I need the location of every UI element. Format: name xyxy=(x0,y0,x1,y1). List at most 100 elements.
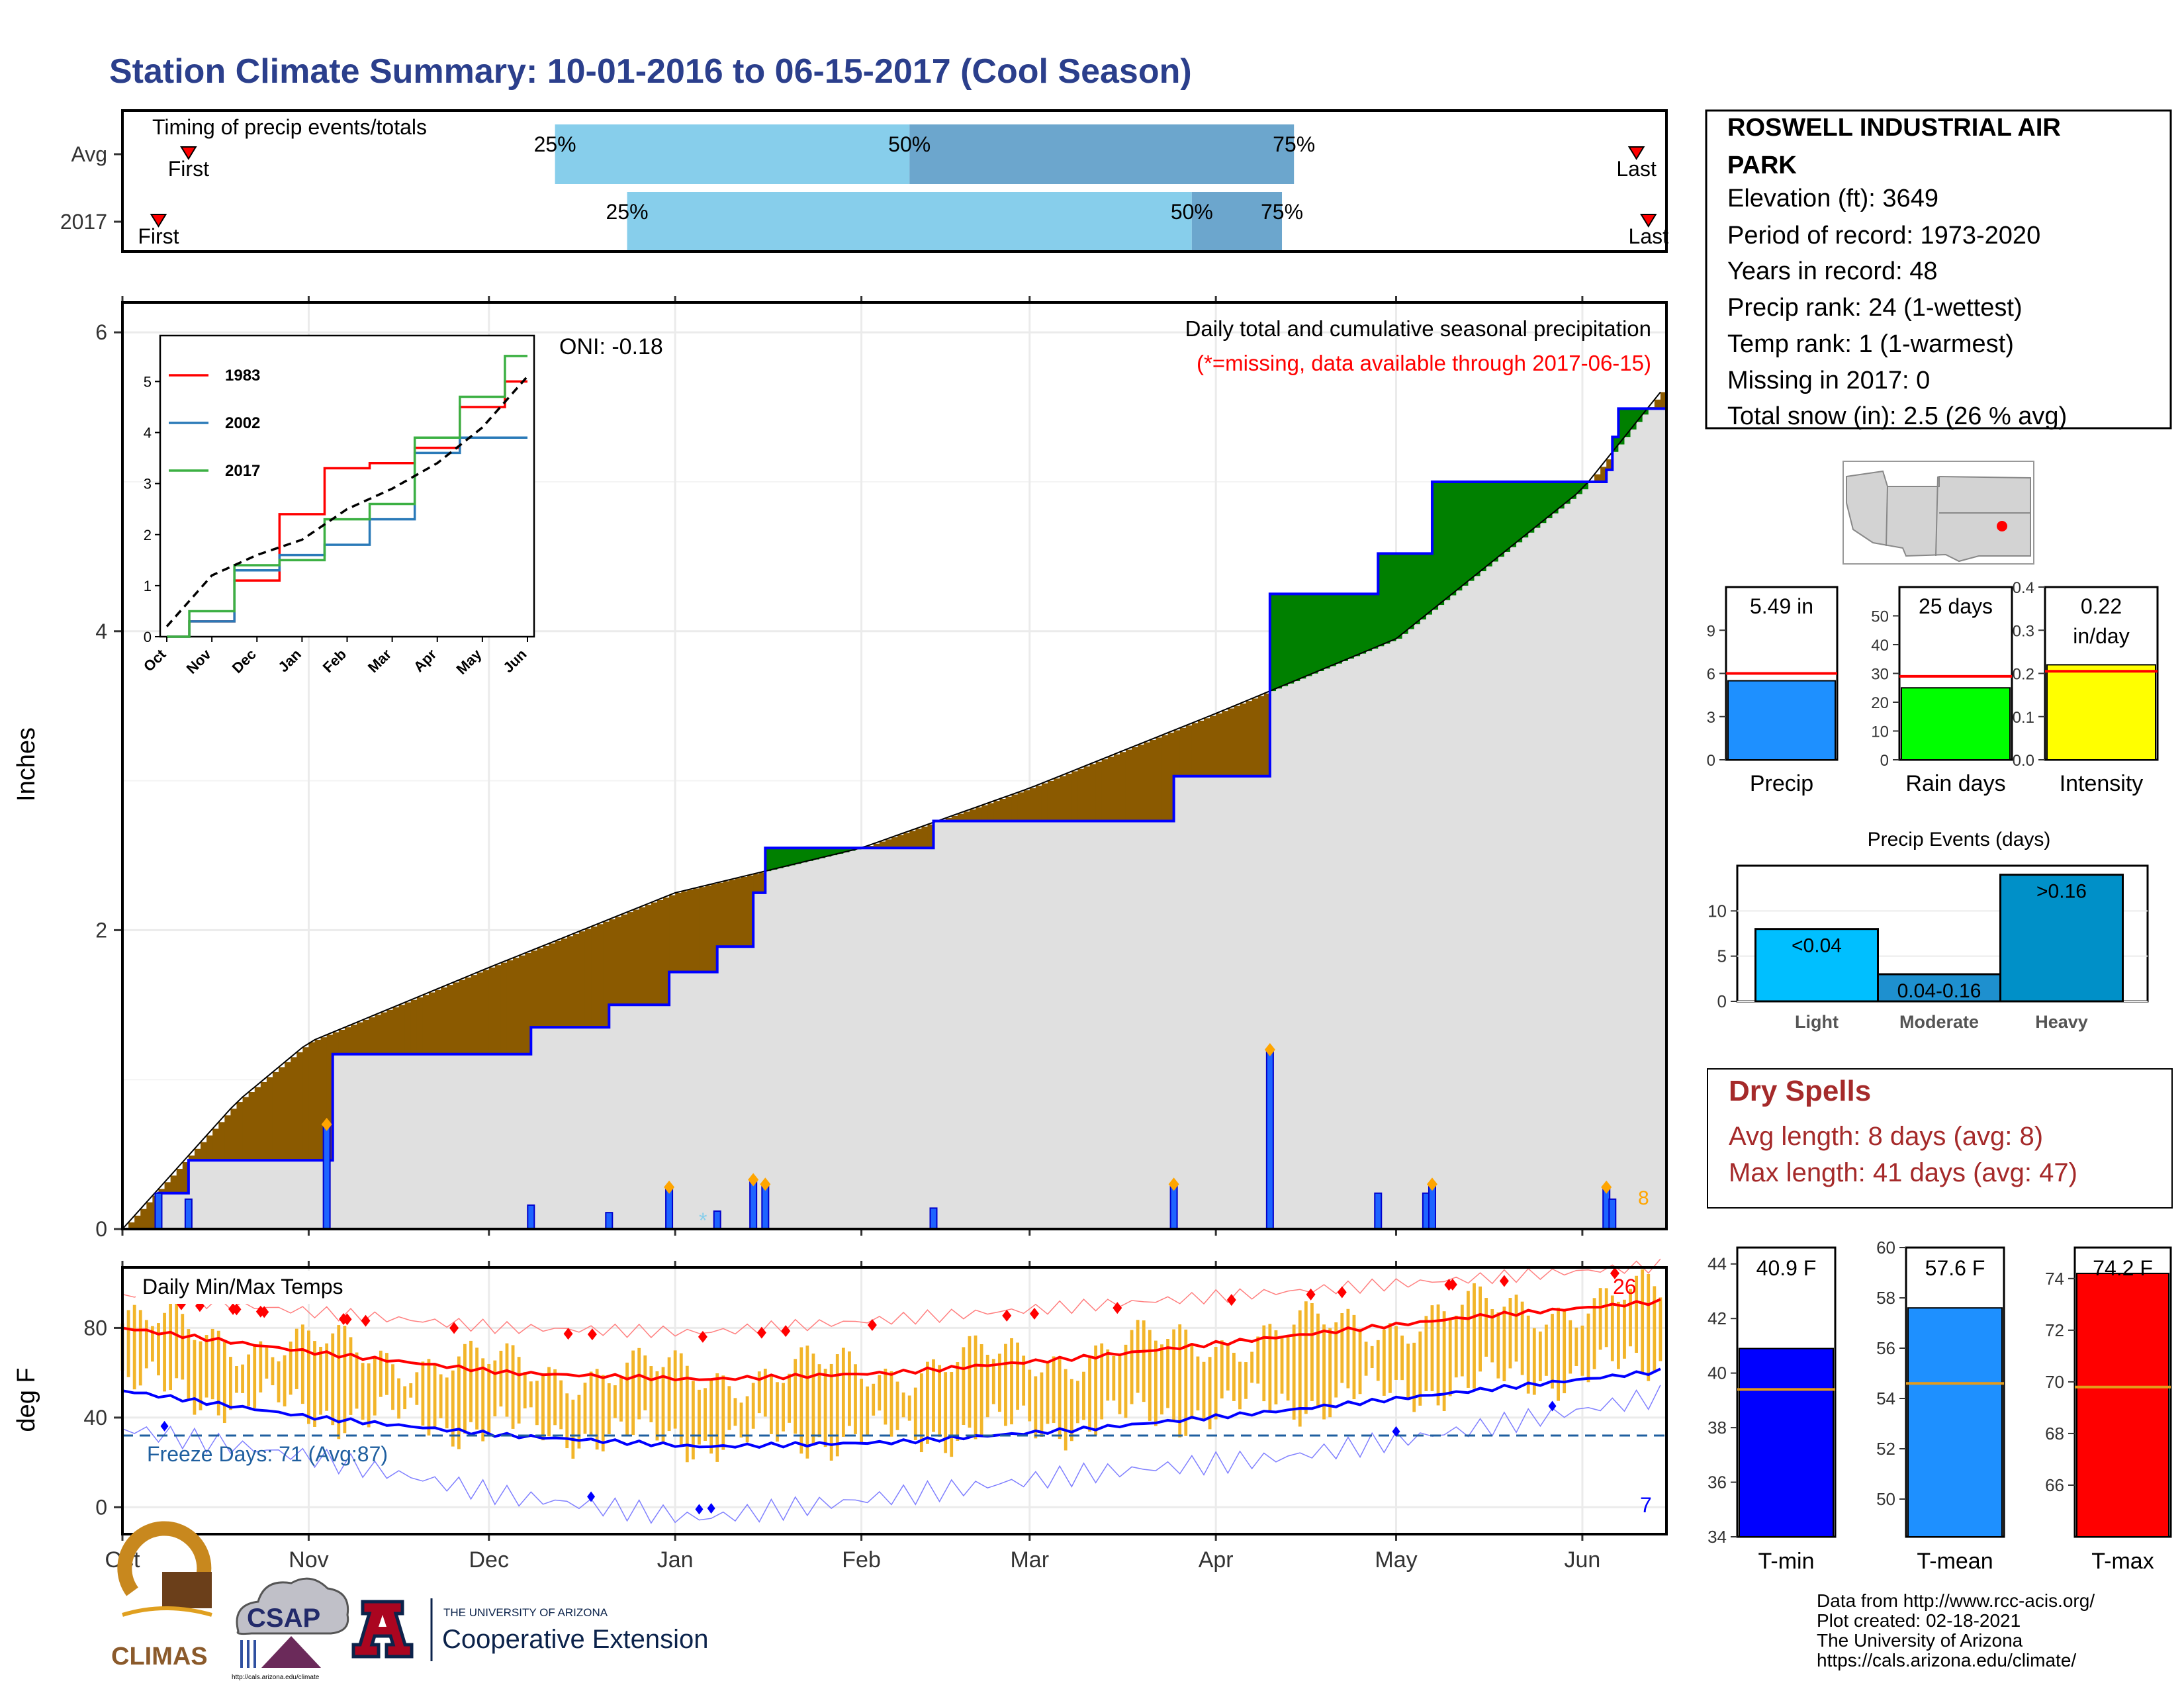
temperature-panel: 0 40 80 Daily Min/Max Temps deg F Freeze D… xyxy=(13,1258,1668,1541)
daily-temp-range-bar xyxy=(1659,1297,1662,1361)
precip-base-area xyxy=(759,892,766,1229)
precip-deficit-area xyxy=(1107,756,1115,821)
precip-surplus-area xyxy=(795,848,802,864)
precip-deficit-area xyxy=(494,965,502,1054)
daily-temp-range-bar xyxy=(132,1304,136,1390)
precip-surplus-area xyxy=(1353,594,1361,657)
precip-base-area xyxy=(1144,821,1150,1229)
precip-deficit-area xyxy=(416,997,424,1054)
daily-temp-range-bar xyxy=(1473,1283,1476,1389)
precip-base-area xyxy=(753,892,760,1229)
precip-surplus-area xyxy=(1480,481,1487,572)
temp-y-tick-label: 40 xyxy=(83,1406,107,1430)
daily-temp-range-bar xyxy=(1256,1336,1260,1384)
daily-temp-range-bar xyxy=(1574,1327,1578,1366)
precip-deficit-area xyxy=(308,1042,316,1161)
precip-base-area xyxy=(1420,619,1427,1229)
timing-p50-label: 50% xyxy=(888,132,931,156)
precip-base-area xyxy=(459,1054,466,1229)
temp-value-label: 40.9 F xyxy=(1756,1256,1817,1280)
daily-temp-range-bar xyxy=(265,1348,269,1379)
precip-deficit-area xyxy=(357,1022,363,1054)
precip-base-area xyxy=(1185,776,1193,1229)
daily-temp-range-bar xyxy=(295,1328,298,1389)
precip-base-area xyxy=(1263,776,1271,1229)
inset-series-line xyxy=(167,355,527,638)
precip-panel: 0 2 4 6 Inches Daily total and cumulative s… xyxy=(13,296,1668,1241)
precip-base-area xyxy=(789,865,796,1229)
daily-temp-range-bar xyxy=(1075,1381,1079,1424)
daily-precip-bar xyxy=(322,1123,331,1230)
daily-temp-range-bar xyxy=(799,1347,803,1454)
precip-base-area xyxy=(567,1027,574,1229)
precip-base-area xyxy=(909,848,916,1229)
timing-bar-q1 xyxy=(627,192,1192,251)
precip-base-area xyxy=(1528,532,1535,1230)
daily-temp-range-bar xyxy=(938,1365,941,1437)
precip-surplus-area xyxy=(1636,408,1643,422)
daily-temp-range-bar xyxy=(1479,1286,1482,1372)
heavy-precip-marker xyxy=(748,1173,759,1187)
precip-base-area xyxy=(1107,821,1115,1229)
daily-temp-range-bar xyxy=(1202,1361,1206,1420)
precip-base-area xyxy=(363,1054,369,1229)
precip-surplus-area xyxy=(1546,481,1553,518)
record-high-marker xyxy=(1447,1278,1457,1291)
precip-deficit-area xyxy=(326,1034,334,1161)
precip-deficit-area xyxy=(350,1025,357,1054)
precip-deficit-area xyxy=(531,950,537,1028)
precip-deficit-area xyxy=(951,815,958,821)
precip-deficit-area xyxy=(1246,701,1253,776)
daily-temp-range-bar xyxy=(1430,1305,1434,1391)
daily-temp-range-bar xyxy=(1130,1330,1134,1404)
precip-deficit-area xyxy=(201,1142,207,1161)
temp-value-bar xyxy=(2076,1273,2169,1537)
timing-bar-q1 xyxy=(555,124,910,184)
daily-temp-range-bar xyxy=(349,1337,353,1415)
daily-temp-range-bar xyxy=(1653,1286,1657,1371)
precip-base-area xyxy=(387,1054,394,1229)
record-high-marker xyxy=(449,1322,459,1334)
precip-base-area xyxy=(482,1054,490,1229)
precip-deficit-area xyxy=(1101,759,1109,821)
daily-temp-range-bar xyxy=(631,1350,635,1436)
precip-base-area xyxy=(1558,508,1565,1229)
precip-base-area xyxy=(645,1005,652,1229)
daily-temp-range-bar xyxy=(1280,1336,1284,1394)
precip-surplus-area xyxy=(1486,481,1493,567)
precip-base-area xyxy=(1516,542,1523,1229)
record-high-marker xyxy=(698,1330,707,1343)
precip-deficit-area xyxy=(1041,783,1048,821)
daily-temp-range-bar xyxy=(817,1364,821,1438)
precip-base-area xyxy=(1366,651,1373,1229)
precip-base-area xyxy=(561,1027,568,1229)
precip-deficit-area xyxy=(1222,711,1228,776)
precip-surplus-area xyxy=(1360,594,1367,654)
daily-temp-range-bar xyxy=(427,1359,431,1436)
summary-value-label: 0.22 xyxy=(2081,594,2122,618)
ua-logo-top-text: THE UNIVERSITY OF ARIZONA xyxy=(443,1606,608,1619)
precip-surplus-area xyxy=(1498,481,1505,557)
precip-deficit-area xyxy=(363,1019,369,1054)
summary-y-tick-label: 20 xyxy=(1871,694,1889,712)
daily-temp-range-bar xyxy=(715,1373,719,1462)
precip-deficit-area xyxy=(615,917,622,1005)
precip-base-area xyxy=(1197,776,1205,1229)
precip-event-bar xyxy=(1877,973,2001,1003)
record-high-marker xyxy=(1226,1294,1236,1306)
precip-deficit-area xyxy=(320,1037,328,1161)
daily-temp-range-bar xyxy=(1557,1307,1560,1401)
precip-deficit-area xyxy=(603,921,610,1028)
daily-temp-range-bar xyxy=(1184,1329,1188,1436)
precip-deficit-area xyxy=(182,1162,189,1193)
record-low-marker xyxy=(160,1420,169,1432)
summary-y-tick-label: 10 xyxy=(1871,723,1889,741)
precip-deficit-area xyxy=(1234,706,1241,776)
summary-value-label: 5.49 in xyxy=(1750,594,1813,618)
record-high-marker xyxy=(1113,1302,1122,1314)
precip-surplus-area xyxy=(1540,481,1547,524)
summary-y-tick-label: 50 xyxy=(1871,608,1889,626)
precip-base-area xyxy=(717,946,724,1229)
precip-surplus-area xyxy=(1474,481,1481,576)
precip-base-area xyxy=(537,1027,544,1229)
